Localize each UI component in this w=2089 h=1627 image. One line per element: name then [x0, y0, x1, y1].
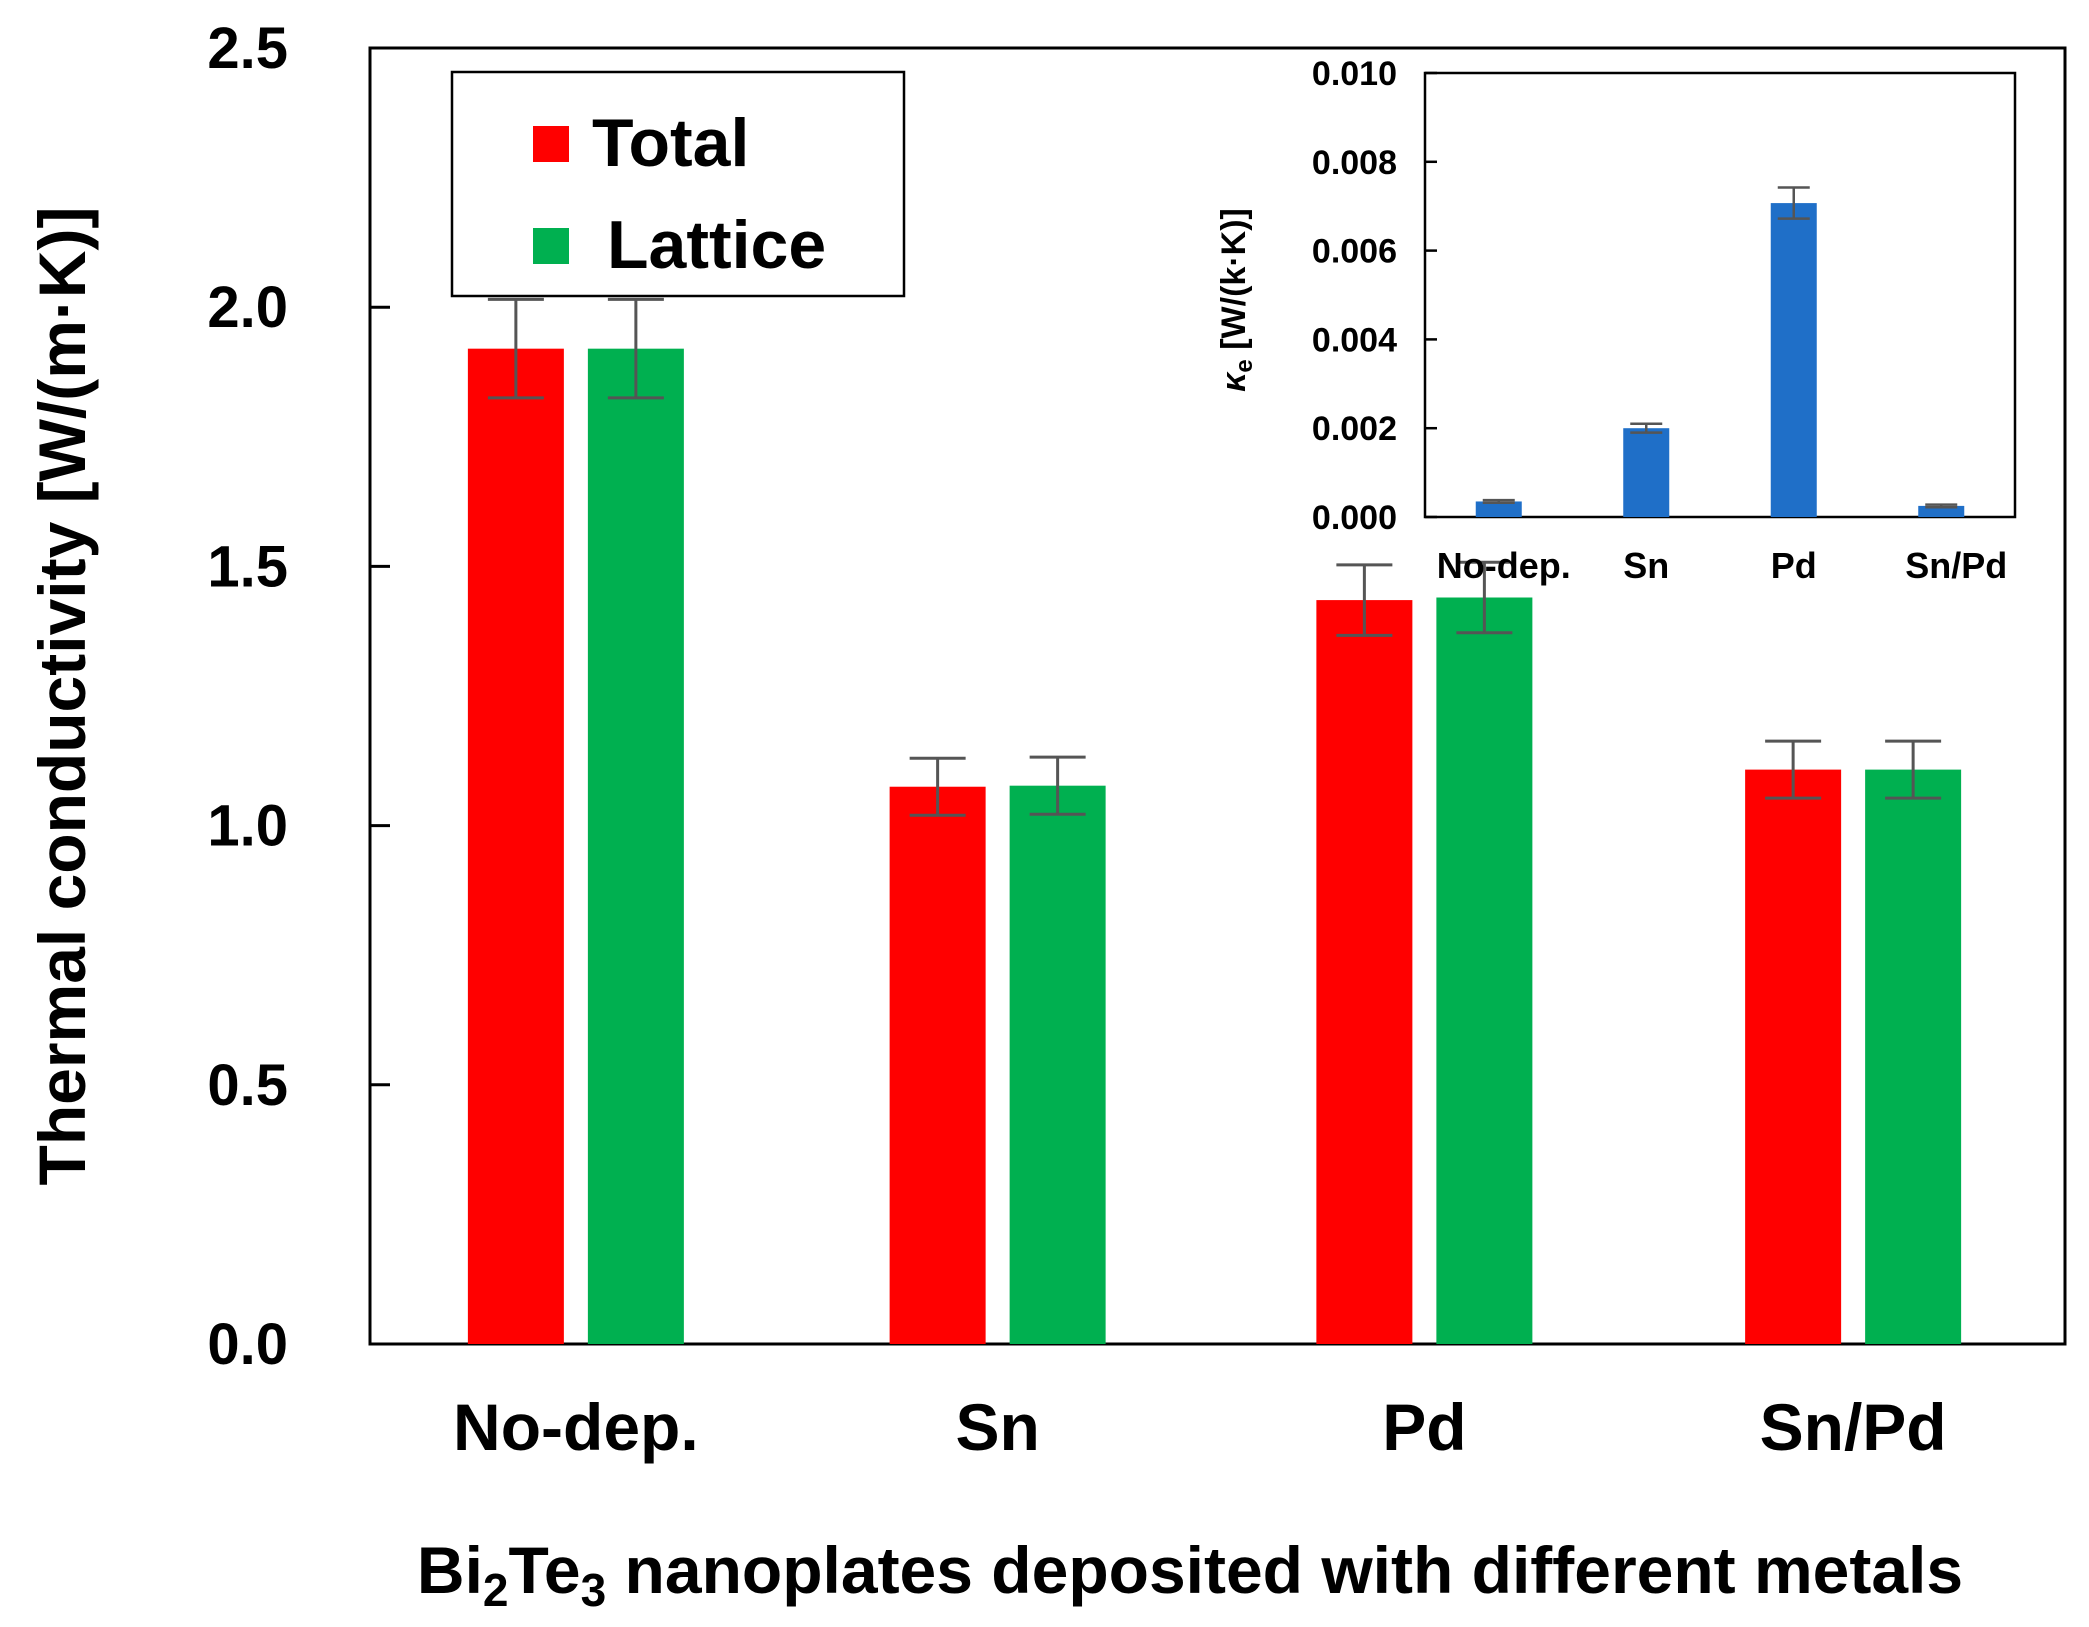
y-tick-label: 0.006: [1312, 233, 1397, 271]
inset-bars: [1475, 186, 1965, 518]
bar-e-0: [1475, 501, 1522, 517]
y-tick-label: 1.5: [207, 534, 288, 599]
y-tick-label: 2.5: [207, 16, 288, 81]
main-x-axis-title: Bi2Te3 nanoplates deposited with differe…: [417, 1533, 1963, 1616]
legend-frame: [450, 70, 906, 298]
main-y-axis-title: Thermal conductivity [W/(m·K)]: [25, 206, 99, 1185]
legend: Total Lattice: [450, 70, 906, 298]
category-label: No-dep.: [453, 1390, 699, 1464]
inset-y-ticks: 0.000 0.002 0.004 0.006 0.008 0.010: [1312, 55, 1437, 537]
bar-e-2: [1770, 203, 1817, 518]
bar-total-3: [1745, 769, 1842, 1344]
y-tick-label: 2.0: [207, 275, 288, 340]
inset-category-labels: No-dep. Sn Pd Sn/Pd: [1437, 545, 2008, 586]
main-bars: [467, 297, 1962, 1344]
inset-chart: 0.000 0.002 0.004 0.006 0.008 0.010 No-dep. Sn…: [1215, 55, 2017, 586]
bar-e-3: [1918, 505, 1965, 517]
legend-swatch-total: [533, 126, 569, 162]
y-tick-label: 1.0: [207, 794, 288, 859]
main-y-ticks: 0.0 0.5 1.0 1.5 2.0 2.5: [207, 16, 390, 1377]
legend-swatch-lattice: [533, 228, 569, 264]
category-label: No-dep.: [1437, 545, 1571, 586]
category-label: Sn: [955, 1390, 1039, 1464]
category-label: Sn/Pd: [1905, 545, 2007, 586]
y-tick-label: 0.004: [1312, 321, 1397, 359]
bar-total-2: [1316, 600, 1413, 1344]
legend-label-lattice: Lattice: [607, 207, 826, 283]
bar-e-1: [1623, 428, 1670, 517]
y-tick-label: 0.008: [1312, 144, 1397, 182]
bar-lattice-0: [587, 348, 684, 1344]
category-label: Pd: [1771, 545, 1817, 586]
bar-lattice-3: [1865, 769, 1962, 1344]
legend-label-total: Total: [592, 105, 749, 181]
main-plot-frame: [368, 46, 2067, 1346]
bar-total-1: [889, 786, 986, 1344]
main-category-labels: No-dep. Sn Pd Sn/Pd: [453, 1390, 1947, 1464]
category-label: Pd: [1382, 1390, 1466, 1464]
category-label: Sn: [1623, 545, 1669, 586]
inset-plot-frame: [1423, 71, 2017, 519]
y-tick-label: 0.000: [1312, 499, 1397, 537]
bar-total-0: [467, 348, 564, 1344]
y-tick-label: 0.5: [207, 1053, 288, 1118]
bar-lattice-2: [1436, 597, 1533, 1344]
y-tick-label: 0.0: [207, 1312, 288, 1377]
y-tick-label: 0.010: [1312, 55, 1397, 93]
y-tick-label: 0.002: [1312, 410, 1397, 448]
category-label: Sn/Pd: [1760, 1390, 1947, 1464]
bar-lattice-1: [1009, 785, 1106, 1344]
inset-y-axis-title: κe [W/(k·K)]: [1215, 208, 1258, 392]
